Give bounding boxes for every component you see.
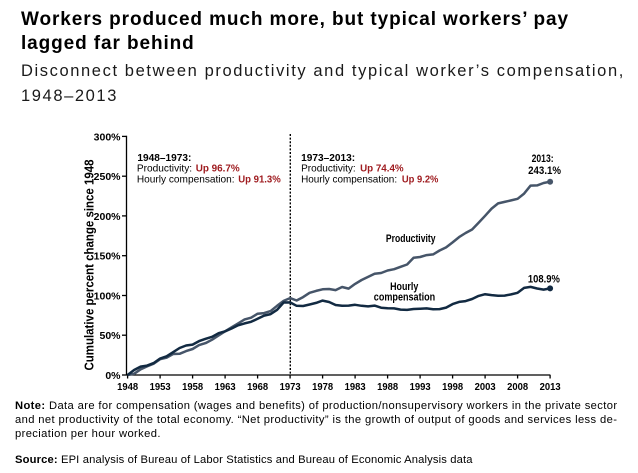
svg-text:1983: 1983 xyxy=(345,381,366,393)
svg-text:Hourly: Hourly xyxy=(390,281,418,293)
svg-text:Hourly compensation:: Hourly compensation: xyxy=(301,175,397,186)
svg-text:108.9%: 108.9% xyxy=(528,274,560,286)
svg-text:compensation: compensation xyxy=(374,291,435,303)
svg-text:Productivity: Productivity xyxy=(386,233,436,245)
svg-text:1993: 1993 xyxy=(410,381,431,393)
svg-text:Productivity:: Productivity: xyxy=(301,164,356,175)
svg-text:1948–1973:: 1948–1973: xyxy=(137,153,191,164)
svg-text:Up 9.2%: Up 9.2% xyxy=(402,175,439,186)
svg-text:100%: 100% xyxy=(94,291,122,303)
svg-text:1963: 1963 xyxy=(215,381,236,393)
svg-text:1958: 1958 xyxy=(182,381,203,393)
svg-text:1978: 1978 xyxy=(312,381,333,393)
svg-text:200%: 200% xyxy=(94,211,122,223)
svg-text:1948: 1948 xyxy=(117,381,138,393)
svg-text:Hourly compensation:: Hourly compensation: xyxy=(137,175,235,186)
svg-text:2003: 2003 xyxy=(475,381,496,393)
svg-text:1973: 1973 xyxy=(280,381,301,393)
svg-text:Up 74.4%: Up 74.4% xyxy=(360,164,404,175)
svg-text:Up 96.7%: Up 96.7% xyxy=(196,164,240,175)
svg-text:0%: 0% xyxy=(105,370,121,382)
svg-text:50%: 50% xyxy=(99,330,121,342)
svg-text:Productivity:: Productivity: xyxy=(137,164,192,175)
svg-text:150%: 150% xyxy=(94,251,122,263)
svg-text:Up 91.3%: Up 91.3% xyxy=(238,175,281,186)
svg-text:250%: 250% xyxy=(94,171,122,183)
svg-text:2013: 2013 xyxy=(540,381,561,393)
svg-text:1988: 1988 xyxy=(377,381,398,393)
svg-text:1953: 1953 xyxy=(150,381,171,393)
svg-text:Cumulative percent change sinc: Cumulative percent change since 1948 xyxy=(83,159,97,370)
svg-text:1968: 1968 xyxy=(247,381,268,393)
svg-text:243.1%: 243.1% xyxy=(528,165,561,177)
svg-text:2008: 2008 xyxy=(507,381,528,393)
svg-text:1973–2013:: 1973–2013: xyxy=(301,153,355,164)
svg-text:1998: 1998 xyxy=(442,381,463,393)
svg-text:300%: 300% xyxy=(94,131,122,143)
svg-text:2013:: 2013: xyxy=(532,153,554,165)
